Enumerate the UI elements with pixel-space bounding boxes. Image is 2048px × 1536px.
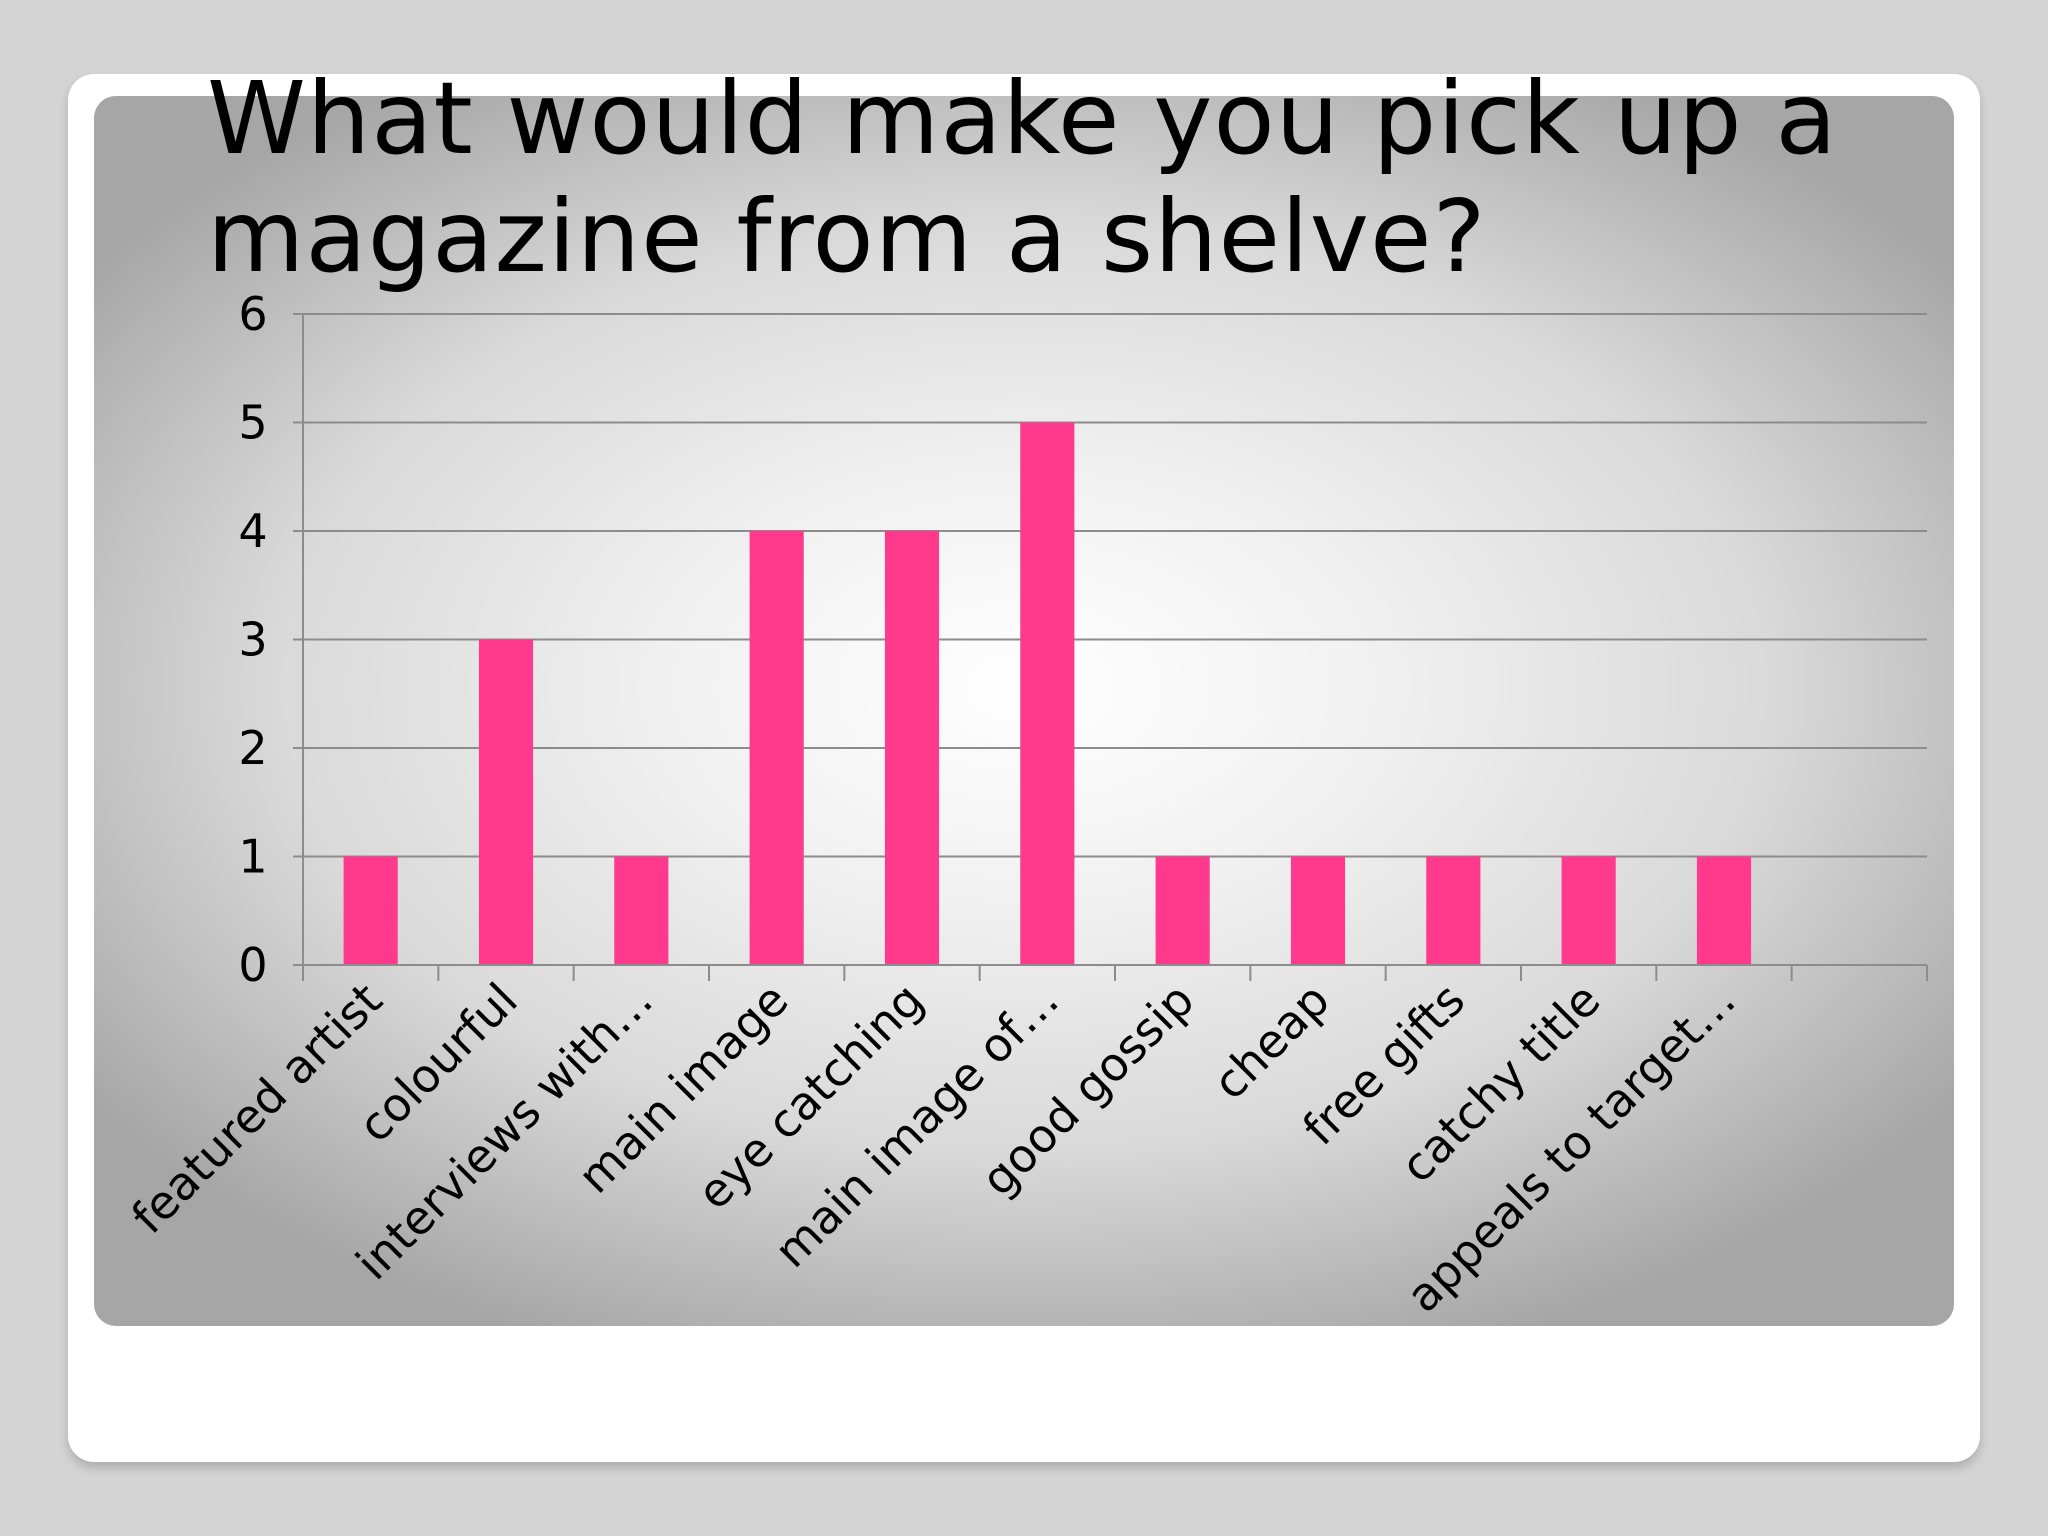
y-tick-labels: 0 1 2 3 4 5 6 [238, 287, 267, 992]
bar-5 [1020, 422, 1075, 965]
y-tick-label-0: 0 [238, 938, 267, 992]
bar-7 [1290, 856, 1346, 965]
x-category-label-0: featured artist [121, 973, 392, 1244]
bars [343, 422, 1752, 965]
bar-9 [1561, 856, 1616, 965]
bar-4 [884, 531, 940, 965]
y-tick-label-3: 3 [238, 613, 267, 667]
y-tick-label-1: 1 [238, 830, 267, 884]
slide-title: What would make you pick up a magazine f… [207, 60, 1838, 295]
gridlines [303, 313, 1927, 858]
bar-2 [614, 856, 669, 965]
axes [293, 313, 1928, 981]
bar-8 [1426, 856, 1481, 965]
bar-10 [1696, 856, 1752, 965]
y-tick-label-2: 2 [238, 721, 267, 775]
bar-1 [478, 639, 534, 965]
bar-3 [749, 531, 804, 965]
y-tick-label-5: 5 [238, 396, 267, 450]
y-tick-label-4: 4 [238, 504, 267, 558]
y-tick-label-6: 6 [238, 287, 267, 341]
bar-0 [343, 856, 398, 965]
bar-6 [1155, 856, 1210, 965]
